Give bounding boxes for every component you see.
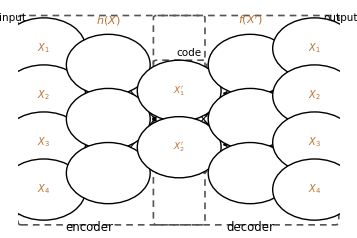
Text: encoder: encoder (65, 221, 113, 234)
Text: code: code (176, 48, 201, 58)
Text: $X_2$: $X_2$ (37, 89, 50, 102)
Text: $X_4$: $X_4$ (37, 183, 50, 196)
Circle shape (208, 89, 292, 149)
Circle shape (66, 143, 150, 204)
Text: $X_3$: $X_3$ (308, 136, 321, 149)
Text: $X^\prime_1$: $X^\prime_1$ (173, 84, 185, 98)
Text: $X^\prime_2$: $X^\prime_2$ (173, 140, 185, 154)
Text: $X_1$: $X_1$ (308, 42, 321, 55)
Circle shape (2, 159, 86, 220)
Circle shape (66, 34, 150, 95)
Text: $X_1$: $X_1$ (37, 42, 50, 55)
Text: $X_3$: $X_3$ (37, 136, 50, 149)
Circle shape (137, 60, 221, 121)
Circle shape (273, 112, 357, 173)
Circle shape (66, 89, 150, 149)
Circle shape (273, 65, 357, 126)
Circle shape (137, 117, 221, 178)
Circle shape (208, 143, 292, 204)
Text: decoder: decoder (226, 221, 274, 234)
Circle shape (2, 65, 86, 126)
Text: $f(X^\prime)$: $f(X^\prime)$ (238, 13, 262, 27)
Circle shape (208, 34, 292, 95)
Circle shape (273, 159, 357, 220)
Text: input: input (0, 13, 26, 23)
Circle shape (2, 18, 86, 79)
Circle shape (273, 18, 357, 79)
Text: $h(X)$: $h(X)$ (96, 14, 121, 27)
Circle shape (2, 112, 86, 173)
Text: $X_4$: $X_4$ (308, 183, 321, 196)
Text: $X_2$: $X_2$ (308, 89, 321, 102)
Text: output: output (324, 13, 357, 23)
